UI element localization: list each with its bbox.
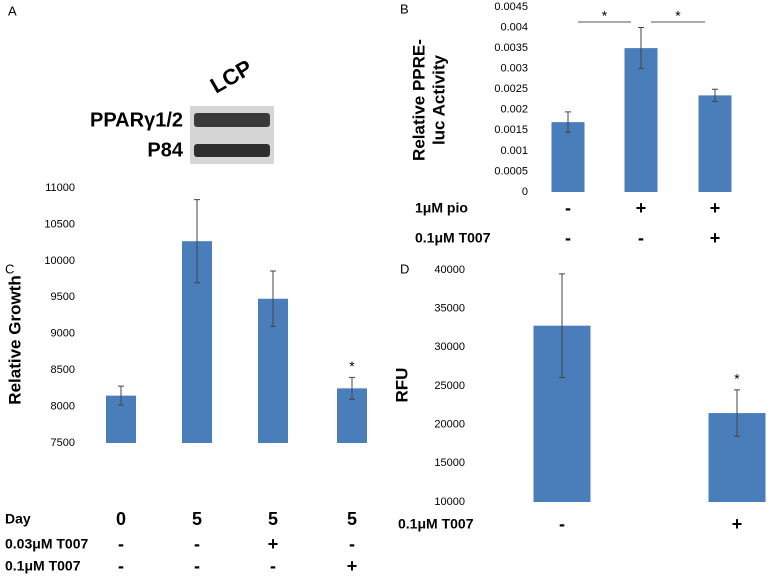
y-tick-label: 0.0015	[494, 124, 528, 136]
blot-row-label: P84	[147, 139, 183, 161]
y-tick-label: 8000	[51, 400, 75, 412]
y-tick-label: 10000	[44, 255, 75, 267]
y-tick-label: 35000	[434, 303, 465, 315]
condition-mark: +	[710, 228, 721, 248]
error-bar	[638, 27, 644, 70]
blot-band	[194, 113, 270, 127]
y-tick-label: 25000	[434, 380, 465, 392]
panel-label: D	[400, 261, 409, 276]
condition-label: 0.1μM T007	[5, 558, 81, 574]
y-tick-label: 8500	[51, 364, 75, 376]
condition-label: 0.1μM T007	[398, 516, 474, 532]
condition-mark: +	[636, 198, 647, 218]
error-bar	[194, 199, 200, 284]
y-axis-label: RFU	[392, 368, 411, 403]
y-tick-label: 30000	[434, 341, 465, 353]
condition-mark: -	[638, 228, 644, 248]
y-tick-label: 0.0045	[494, 1, 528, 13]
y-tick-label: 10000	[434, 496, 465, 508]
y-tick-label: 0.0005	[494, 165, 528, 177]
condition-label: Day	[5, 511, 31, 527]
condition-mark: 5	[268, 509, 278, 529]
y-tick-label: 15000	[434, 457, 465, 469]
error-bar	[712, 88, 718, 103]
blot-band	[194, 144, 270, 157]
panel-label: B	[400, 1, 409, 16]
condition-mark: 5	[347, 509, 357, 529]
y-tick-label: 0.003	[500, 63, 528, 75]
error-bar	[559, 273, 565, 378]
condition-mark: 5	[192, 509, 202, 529]
y-tick-label: 11000	[45, 182, 75, 194]
significance-star: *	[734, 371, 740, 387]
condition-mark: -	[559, 514, 565, 534]
condition-mark: -	[565, 228, 571, 248]
y-tick-label: 7500	[51, 437, 75, 449]
condition-mark: -	[118, 556, 124, 576]
y-axis-label: Relative Growth	[5, 275, 24, 404]
condition-mark: 0	[116, 509, 126, 529]
condition-mark: +	[347, 556, 358, 576]
panel-label: A	[8, 3, 17, 18]
condition-mark: -	[118, 534, 124, 554]
condition-mark: +	[732, 514, 743, 534]
significance-star: *	[602, 8, 608, 24]
lane-label: LCP	[206, 55, 257, 99]
y-tick-label: 10500	[44, 218, 75, 230]
condition-mark: +	[268, 534, 279, 554]
y-tick-label: 0.0035	[494, 42, 528, 54]
bar	[698, 95, 732, 192]
y-axis-label: luc Activity	[429, 54, 448, 145]
panel-label: C	[5, 261, 14, 276]
y-tick-label: 20000	[434, 419, 465, 431]
error-bar	[270, 270, 276, 327]
y-tick-label: 0.002	[500, 104, 528, 116]
y-tick-label: 0.0025	[494, 83, 528, 95]
y-tick-label: 0.004	[500, 21, 528, 33]
y-axis-label: Relative PPRE-	[409, 39, 428, 161]
bar	[551, 122, 585, 192]
condition-mark: -	[194, 556, 200, 576]
y-tick-label: 9000	[51, 328, 75, 340]
y-tick-label: 0	[522, 186, 528, 198]
blot-row-label: PPARγ1/2	[90, 109, 183, 131]
condition-mark: -	[194, 534, 200, 554]
significance-star: *	[349, 358, 355, 374]
condition-mark: -	[270, 556, 276, 576]
condition-label: 1μM pio	[415, 200, 468, 216]
condition-mark: +	[710, 198, 721, 218]
y-tick-label: 9500	[51, 291, 75, 303]
y-tick-label: 40000	[434, 264, 465, 276]
condition-label: 0.1μM T007	[415, 230, 491, 246]
condition-mark: -	[565, 198, 571, 218]
y-tick-label: 0.001	[500, 145, 528, 157]
bar	[624, 48, 658, 192]
error-bar	[349, 376, 355, 400]
error-bar	[734, 389, 740, 437]
significance-star: *	[675, 8, 681, 24]
error-bar	[565, 111, 571, 133]
condition-mark: -	[349, 534, 355, 554]
condition-label: 0.03μM T007	[5, 536, 88, 552]
error-bar	[118, 385, 124, 406]
